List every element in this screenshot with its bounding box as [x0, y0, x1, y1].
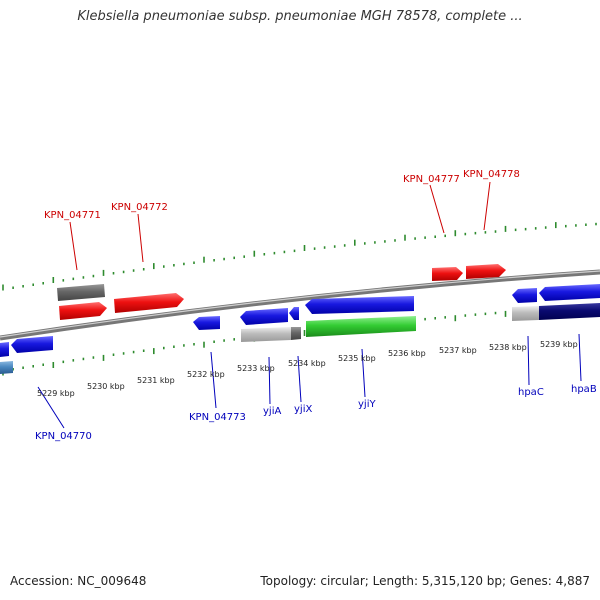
- kbp-label-5231: 5231 kbp: [137, 376, 175, 385]
- gene-feature-yjix[interactable]: [289, 307, 299, 320]
- gene-feature-gray[interactable]: [57, 284, 105, 301]
- gene-feature-yjiy[interactable]: [305, 296, 414, 314]
- gene-feature-lightgray-2[interactable]: [512, 306, 539, 321]
- gene-label-kpn04777[interactable]: KPN_04777: [403, 174, 460, 185]
- gene-feature-darkgray[interactable]: [291, 327, 301, 340]
- gene-feature-steel[interactable]: [0, 361, 13, 374]
- gene-label-yjix[interactable]: yjiX: [294, 404, 312, 415]
- forward-strand-ticks: [2, 222, 597, 291]
- kbp-label-5229: 5229 kbp: [37, 389, 75, 398]
- gene-feature-hpac[interactable]: [512, 288, 537, 303]
- kbp-label-5236: 5236 kbp: [388, 349, 426, 358]
- kbp-label-5237: 5237 kbp: [439, 346, 477, 355]
- gene-feature-kpn04771[interactable]: [59, 302, 107, 320]
- gene-feature-yjia[interactable]: [240, 308, 288, 325]
- gene-feature-left-edge[interactable]: [0, 342, 9, 357]
- kbp-label-5239: 5239 kbp: [540, 340, 578, 349]
- gene-feature-lightgray[interactable]: [241, 327, 291, 342]
- gene-label-yjia[interactable]: yjiA: [263, 406, 281, 417]
- kbp-label-5235: 5235 kbp: [338, 354, 376, 363]
- gene-label-yjiy[interactable]: yjiY: [358, 399, 376, 410]
- gene-feature-kpn04773[interactable]: [193, 316, 220, 330]
- gene-label-kpn04778[interactable]: KPN_04778: [463, 169, 520, 180]
- gene-feature-kpn04770[interactable]: [11, 336, 53, 353]
- kbp-label-5232: 5232 kbp: [187, 370, 225, 379]
- gene-feature-green[interactable]: [306, 316, 416, 337]
- gene-feature-kpn04772[interactable]: [114, 293, 184, 313]
- map-title: Klebsiella pneumoniae subsp. pneumoniae …: [77, 9, 523, 24]
- gene-label-kpn04772[interactable]: KPN_04772: [111, 202, 168, 213]
- gene-feature-navy[interactable]: [539, 303, 600, 320]
- gene-feature-hpab[interactable]: [539, 284, 600, 301]
- kbp-label-5238: 5238 kbp: [489, 343, 527, 352]
- genome-backbone: [0, 269, 600, 341]
- gene-label-kpn04771[interactable]: KPN_04771: [44, 210, 101, 221]
- kbp-label-5234: 5234 kbp: [288, 359, 326, 368]
- gene-feature-kpn04778[interactable]: [466, 264, 506, 279]
- reverse-label-leaders: [37, 333, 582, 429]
- forward-label-leaders: [69, 181, 491, 271]
- kbp-label-5230: 5230 kbp: [87, 382, 125, 391]
- genome-summary: Topology: circular; Length: 5,315,120 bp…: [260, 574, 590, 588]
- gene-label-kpn04770[interactable]: KPN_04770: [35, 431, 92, 442]
- kbp-label-5233: 5233 kbp: [237, 364, 275, 373]
- gene-label-hpab[interactable]: hpaB: [571, 384, 597, 395]
- gene-label-kpn04773[interactable]: KPN_04773: [189, 412, 246, 423]
- gene-label-hpac[interactable]: hpaC: [518, 387, 544, 398]
- accession-label: Accession: NC_009648: [10, 574, 147, 588]
- gene-feature-kpn04777[interactable]: [432, 267, 463, 281]
